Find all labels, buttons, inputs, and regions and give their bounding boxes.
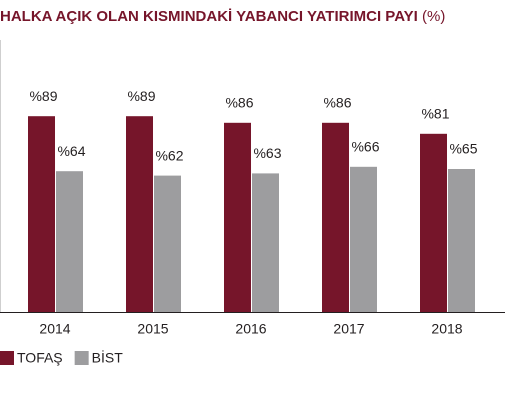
value-label: %62 <box>155 147 183 163</box>
bar <box>420 133 447 312</box>
bar <box>350 166 377 312</box>
value-label: %89 <box>127 88 155 104</box>
bar <box>56 171 83 312</box>
bar <box>28 116 55 312</box>
legend-label: BİST <box>92 349 124 366</box>
x-tick-label: 2014 <box>39 321 70 337</box>
bar <box>126 116 153 312</box>
legend-label: TOFAŞ <box>17 350 63 366</box>
bar <box>448 169 475 312</box>
value-label: %86 <box>225 95 253 111</box>
chart-title: HALKA AÇIK OLAN KISMINDAKİ YABANCI YATIR… <box>0 8 445 25</box>
value-label: %64 <box>57 143 85 159</box>
legend-swatch <box>0 351 14 365</box>
bar <box>322 122 349 312</box>
value-label: %65 <box>449 141 477 157</box>
value-label: %63 <box>253 145 281 161</box>
x-tick-label: 2015 <box>137 321 168 337</box>
legend-swatch <box>74 351 89 365</box>
x-tick-label: 2018 <box>431 321 462 337</box>
title-text: HALKA AÇIK OLAN KISMINDAKİ YABANCI YATIR… <box>0 8 418 25</box>
value-label: %81 <box>421 106 449 122</box>
x-tick-label: 2017 <box>333 321 364 337</box>
value-label: %89 <box>29 88 57 104</box>
bar <box>154 175 181 312</box>
title-unit: (%) <box>422 8 445 25</box>
x-tick-label: 2016 <box>235 321 266 337</box>
bar <box>224 122 251 312</box>
value-label: %66 <box>351 139 379 155</box>
bar <box>252 173 279 312</box>
value-label: %86 <box>323 95 351 111</box>
